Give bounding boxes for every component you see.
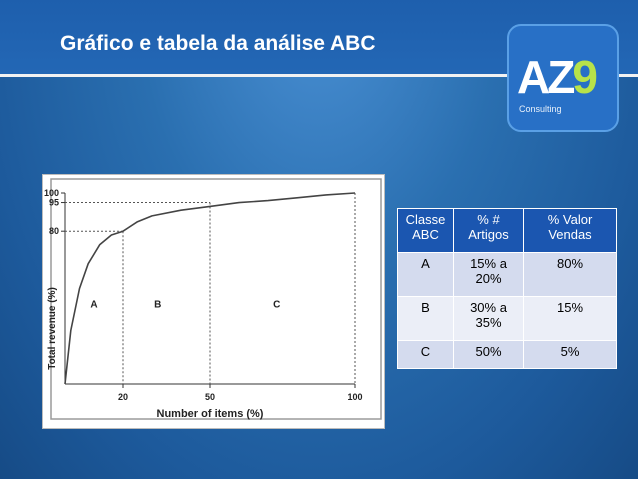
- az9-logo: AZ9 Consulting: [507, 24, 619, 132]
- cell-classe: C: [397, 340, 454, 369]
- slide-title: Gráfico e tabela da análise ABC: [60, 32, 376, 55]
- abc-table: Classe ABC % # Artigos % Valor Vendas A 15%…: [397, 208, 617, 369]
- header-divider: [0, 74, 638, 77]
- cell-vendas: 15%: [523, 296, 617, 341]
- header-artigos: % # Artigos: [453, 208, 524, 253]
- cell-classe: B: [397, 296, 454, 341]
- x-tick-label: 20: [118, 392, 128, 402]
- chart-frame: [50, 178, 382, 420]
- region-label-a: A: [90, 300, 97, 311]
- table-row: A 15% a 20% 80%: [397, 252, 617, 297]
- cell-artigos: 50%: [453, 340, 524, 369]
- y-tick-label: 100: [44, 188, 59, 198]
- header-classe: Classe ABC: [397, 208, 454, 253]
- table-header-row: Classe ABC % # Artigos % Valor Vendas: [397, 208, 617, 253]
- logo-az: AZ: [517, 51, 575, 103]
- series-line: [64, 192, 356, 385]
- region-label-b: B: [154, 300, 161, 311]
- table-row: C 50% 5%: [397, 340, 617, 369]
- cell-classe: A: [397, 252, 454, 297]
- cell-vendas: 5%: [523, 340, 617, 369]
- y-tick-label: 95: [49, 198, 59, 208]
- cell-artigos: 30% a 35%: [453, 296, 524, 341]
- y-tick-label: 80: [49, 226, 59, 236]
- abc-chart-card: 20 50 100 80 95 100 Number of items (%) Total r…: [42, 174, 385, 429]
- x-tick-label: 100: [347, 392, 362, 402]
- logo-nine: 9: [572, 51, 598, 103]
- header-vendas: % Valor Vendas: [523, 208, 617, 253]
- table-row: B 30% a 35% 15%: [397, 296, 617, 341]
- cell-artigos: 15% a 20%: [453, 252, 524, 297]
- y-axis-label: Total revenue (%): [47, 287, 58, 370]
- logo-wordmark: AZ9: [517, 50, 598, 104]
- cell-vendas: 80%: [523, 252, 617, 297]
- x-axis-label: Number of items (%): [157, 408, 264, 420]
- x-tick-label: 50: [205, 392, 215, 402]
- region-label-c: C: [273, 300, 280, 311]
- logo-subtitle: Consulting: [519, 104, 562, 114]
